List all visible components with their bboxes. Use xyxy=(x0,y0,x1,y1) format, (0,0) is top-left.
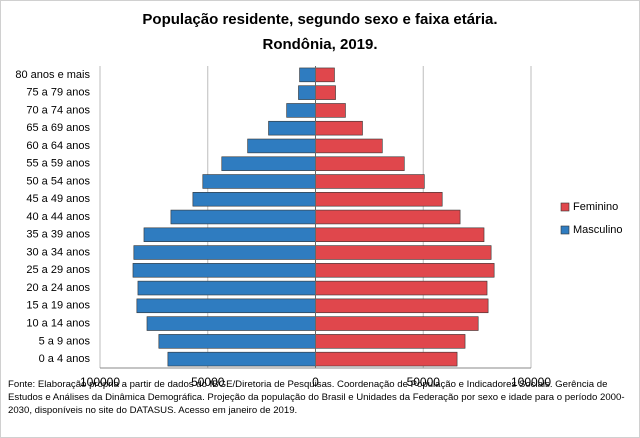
bar xyxy=(133,245,316,260)
y-tick-label: 30 a 34 anos xyxy=(26,246,90,258)
y-tick-label: 5 a 9 anos xyxy=(39,335,91,347)
bar xyxy=(315,174,425,189)
y-tick-label: 0 a 4 anos xyxy=(39,353,91,365)
bar xyxy=(158,334,316,349)
x-tick-label: 50000 xyxy=(191,375,225,389)
bar xyxy=(315,209,461,225)
bar xyxy=(315,85,336,100)
bar xyxy=(136,298,316,314)
legend-label: Masculino xyxy=(573,224,623,236)
y-tick-label: 25 a 29 anos xyxy=(26,264,90,276)
bar xyxy=(315,120,363,136)
bar xyxy=(315,245,492,260)
y-tick-label: 45 a 49 anos xyxy=(26,193,90,205)
bar xyxy=(137,280,316,296)
source-note: Fonte: Elaboração própria a partir de da… xyxy=(8,379,625,416)
x-tick-label: 100000 xyxy=(511,375,551,389)
bar xyxy=(192,192,316,207)
legend-swatch xyxy=(560,225,570,235)
y-tick-label: 80 anos e mais xyxy=(15,69,90,81)
bar xyxy=(315,351,458,367)
bar xyxy=(315,156,405,171)
y-tick-label: 50 a 54 anos xyxy=(26,175,90,187)
bar xyxy=(247,138,316,154)
bar xyxy=(286,103,316,118)
bar xyxy=(132,263,316,278)
chart-subtitle: Rondônia, 2019. xyxy=(262,36,377,53)
bar xyxy=(143,227,316,242)
chart-title: População residente, segundo sexo e faix… xyxy=(142,11,497,28)
bar xyxy=(221,156,316,171)
y-tick-label: 65 a 69 anos xyxy=(26,122,90,134)
bar xyxy=(268,120,316,136)
bar xyxy=(202,174,316,189)
y-tick-label: 15 a 19 anos xyxy=(26,300,90,312)
bar xyxy=(315,280,488,296)
bar xyxy=(315,334,466,349)
y-tick-label: 60 a 64 anos xyxy=(26,140,90,152)
y-tick-label: 20 a 24 anos xyxy=(26,282,90,294)
bar xyxy=(315,138,383,154)
x-tick-label: 50000 xyxy=(407,375,441,389)
bar xyxy=(167,351,316,367)
legend-label: Feminino xyxy=(573,201,618,213)
y-tick-label: 40 a 44 anos xyxy=(26,211,90,223)
bar xyxy=(315,316,479,331)
bar xyxy=(299,67,316,83)
bar xyxy=(315,263,495,278)
y-tick-label: 55 a 59 anos xyxy=(26,158,90,170)
bar xyxy=(146,316,316,331)
x-tick-label: 100000 xyxy=(80,375,120,389)
y-tick-label: 35 a 39 anos xyxy=(26,229,90,241)
bar xyxy=(315,103,346,118)
y-tick-label: 70 a 74 anos xyxy=(26,104,90,116)
legend-swatch xyxy=(560,202,570,212)
bar xyxy=(315,192,443,207)
y-tick-label: 75 a 79 anos xyxy=(26,87,90,99)
bar xyxy=(298,85,316,100)
bar xyxy=(315,227,485,242)
bar xyxy=(170,209,316,225)
x-tick-label: 0 xyxy=(312,375,319,389)
bar xyxy=(315,67,335,83)
bar xyxy=(315,298,489,314)
y-tick-label: 10 a 14 anos xyxy=(26,317,90,329)
